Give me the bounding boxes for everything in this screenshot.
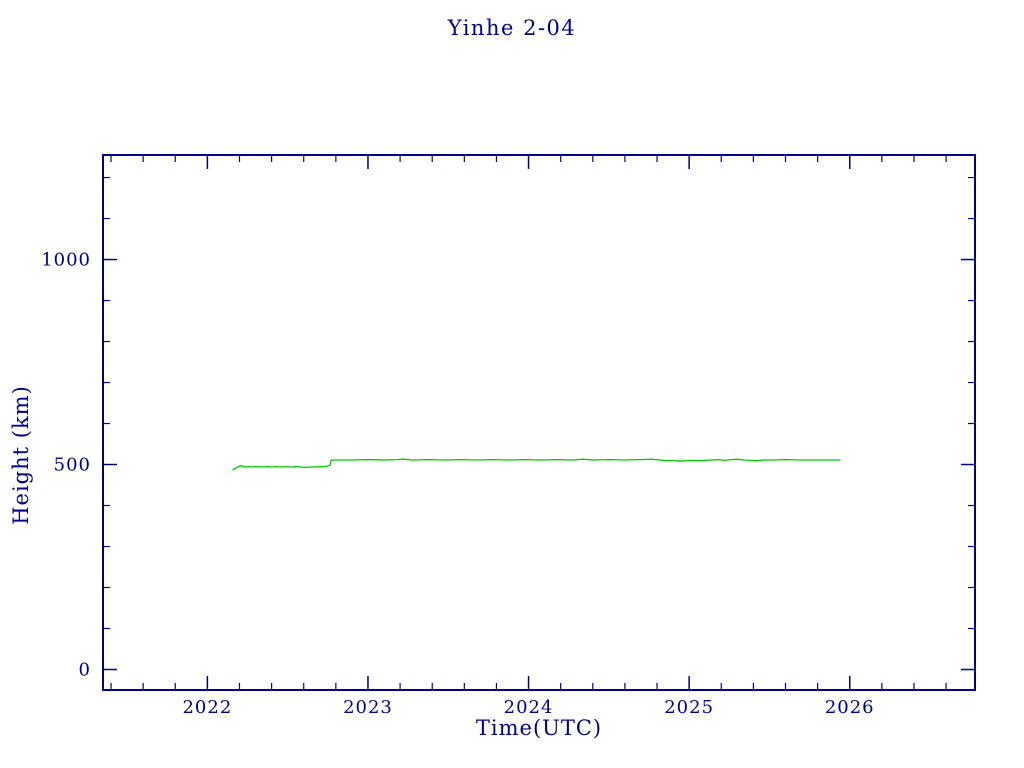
x-axis-label: Time(UTC) xyxy=(475,716,603,740)
series-orbit-height-km-line xyxy=(232,458,841,471)
chart-title: Yinhe 2-04 xyxy=(447,16,577,40)
tick-label: 2023 xyxy=(343,697,393,718)
tick-label: 2026 xyxy=(825,697,875,718)
tick-label: 2025 xyxy=(664,697,714,718)
tick-label: 2024 xyxy=(504,697,554,718)
tick-label: 1000 xyxy=(41,250,91,271)
tick-label: 2022 xyxy=(182,697,232,718)
tick-label: 500 xyxy=(54,455,91,476)
plot-frame xyxy=(102,154,976,691)
tick-label: 0 xyxy=(79,660,91,681)
